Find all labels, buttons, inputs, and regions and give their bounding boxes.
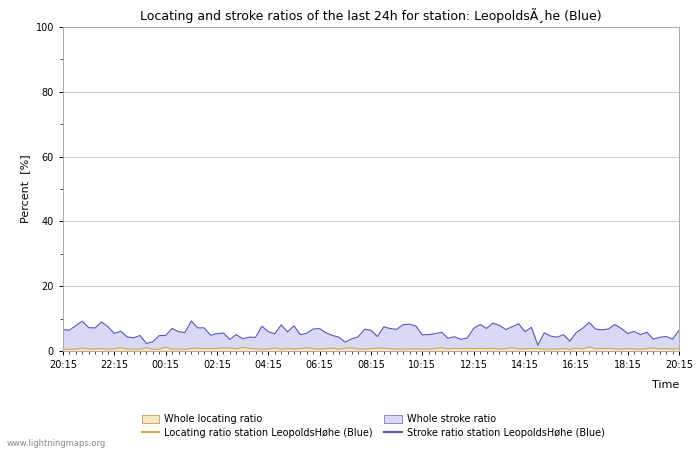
Y-axis label: Percent  [%]: Percent [%] bbox=[20, 155, 30, 223]
Text: Time: Time bbox=[652, 380, 679, 390]
Legend: Whole locating ratio, Locating ratio station LeopoldsHøhe (Blue), Whole stroke r: Whole locating ratio, Locating ratio sta… bbox=[142, 414, 605, 438]
Text: www.lightningmaps.org: www.lightningmaps.org bbox=[7, 439, 106, 448]
Title: Locating and stroke ratios of the last 24h for station: LeopoldsÃ¸he (Blue): Locating and stroke ratios of the last 2… bbox=[140, 8, 602, 23]
